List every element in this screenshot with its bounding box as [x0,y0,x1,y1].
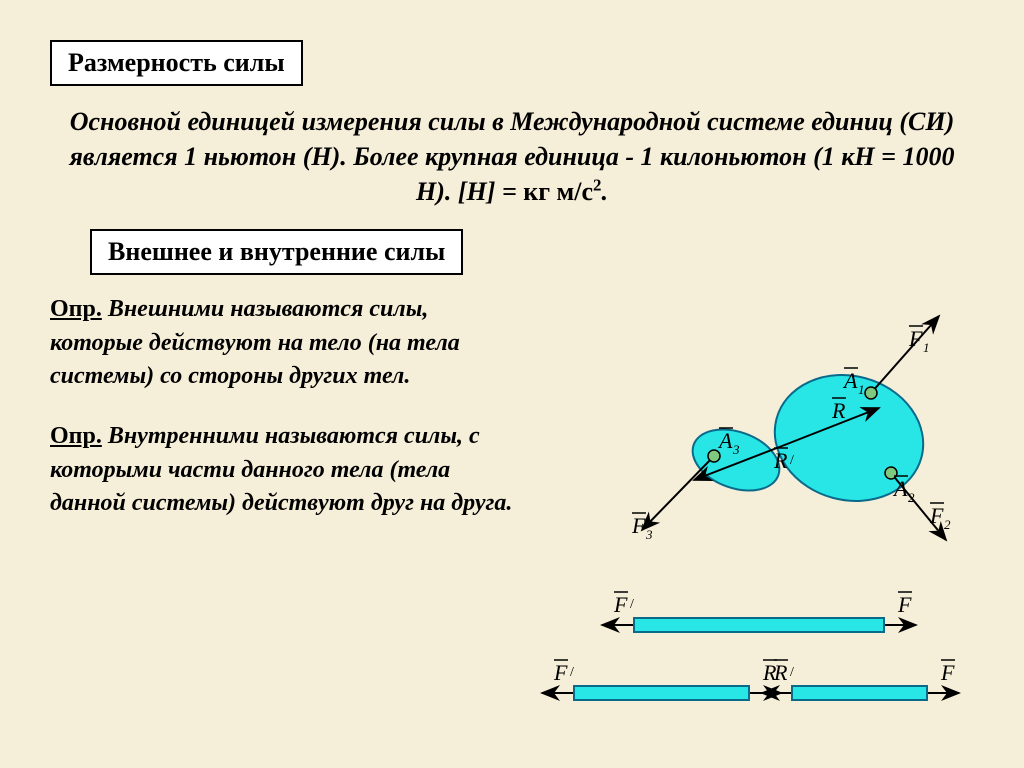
svg-text:F: F [631,513,646,538]
svg-text:F: F [897,592,912,617]
svg-text:R: R [773,448,788,473]
main-paragraph: Основной единицей измерения силы в Между… [60,104,964,209]
svg-text:2: 2 [944,517,951,532]
main-text-body: Основной единицей измерения силы в Между… [70,107,955,206]
bar2-left-label: R/ [773,660,794,685]
def-lead-1: Опр. [50,296,102,322]
bar0-right-label: F [897,592,912,617]
svg-text:A: A [892,476,908,501]
heading-forces: Внешнее и внутренние силы [90,229,463,275]
bar-2: R/F [762,660,959,700]
definition-external: Опр. Внешними называются силы, которые д… [50,293,520,394]
vector-F3 [642,456,714,530]
bar-1: F/R [542,660,781,700]
svg-text:/: / [570,665,574,680]
bar-0: F/F [602,592,916,632]
svg-text:F: F [940,660,955,685]
label-F2: F2 [929,503,951,532]
svg-text:F: F [929,503,944,528]
bar1-left-label: F/ [553,660,574,685]
svg-text:F: F [553,660,568,685]
slide-page: Размерность силы Основной единицей измер… [0,0,1024,768]
diagram-svg: F1F2F3RR/A1A2A3 F/FF/RR/F [514,308,994,738]
svg-text:1: 1 [858,382,865,397]
svg-text:3: 3 [645,527,653,542]
bar2-right-label: F [940,660,955,685]
body-small [684,418,788,501]
svg-text:/: / [790,453,794,468]
label-A2: A2 [892,476,915,505]
svg-text:A: A [717,428,733,453]
svg-text:1: 1 [923,340,930,355]
def-body-1: Внешними называются силы, которые действ… [50,296,460,389]
svg-text:A: A [842,368,858,393]
svg-text:/: / [630,597,634,612]
svg-text:F: F [613,592,628,617]
unit-text: кг м/с [523,177,593,206]
svg-text:F: F [908,326,923,351]
svg-text:2: 2 [908,490,915,505]
def-lead-2: Опр. [50,423,102,449]
heading-dimension: Размерность силы [50,40,303,86]
svg-text:R: R [773,660,788,685]
def-body-2: Внутренними называются силы, с которыми … [50,423,512,516]
label-R: R [831,398,846,423]
svg-text:3: 3 [732,442,740,457]
label-F3: F3 [631,513,653,542]
bar0-left-label: F/ [613,592,634,617]
diagram-area: F1F2F3RR/A1A2A3 F/FF/RR/F [514,308,994,738]
svg-text:R: R [831,398,846,423]
definition-internal: Опр. Внутренними называются силы, с кото… [50,420,520,521]
label-A1: A1 [842,368,865,397]
svg-text:/: / [790,665,794,680]
period: . [601,177,608,206]
point-A1 [865,387,877,399]
